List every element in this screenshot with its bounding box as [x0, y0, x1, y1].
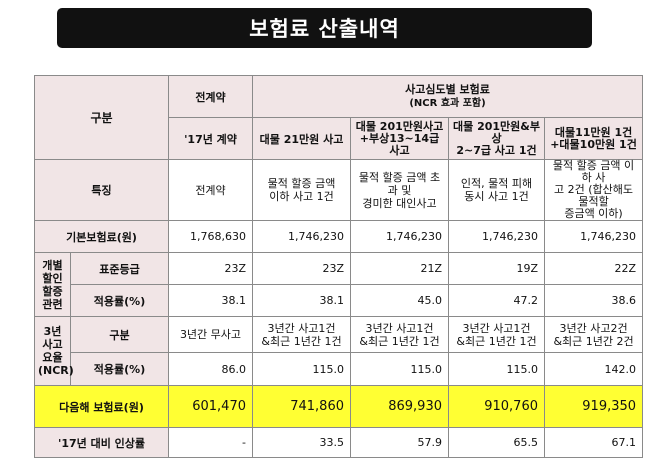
ncr-category-cell: 3년간 사고1건 &최근 1년간 1건 — [448, 316, 545, 353]
grade-cell: 23Z — [168, 252, 253, 285]
next-premium-cell: 869,930 — [350, 385, 449, 428]
feature-cell: 인적, 물적 피해 동시 사고 1건 — [448, 159, 545, 221]
title-bar: 보험료 산출내역 — [57, 8, 592, 48]
feature-cell: 전계약 — [168, 159, 253, 221]
ncr-category-cell: 3년간 사고1건 &최근 1년간 1건 — [252, 316, 351, 353]
rate2-cell: 142.0 — [543, 352, 644, 386]
header-prior-contract: 전계약 — [168, 75, 253, 118]
header-prior-year: '17년 계약 — [168, 117, 253, 160]
next-premium-cell: 910,760 — [448, 385, 545, 428]
row-label-base-premium: 기본보험료(원) — [34, 220, 169, 253]
row-label-next-premium: 다음해 보험료(원) — [34, 385, 169, 428]
feature-cell: 물적 할증 금액 이하 사 고 2건 (합산해도 물적할 증금액 이하) — [543, 159, 644, 221]
grade-cell: 19Z — [448, 252, 545, 285]
row-label-increase: '17년 대비 인상률 — [34, 427, 169, 458]
row-label-rate-2: 적용률(%) — [70, 352, 169, 386]
rate2-cell: 115.0 — [350, 352, 449, 386]
ncr-category-cell: 3년간 무사고 — [168, 316, 253, 353]
group-label-individual: 개별 할인 할증 관련 — [34, 252, 71, 317]
header-scenario-2: 대물 201만원사고 +부상13~14급 사고 — [350, 117, 449, 160]
next-premium-cell: 601,470 — [168, 385, 253, 428]
base-premium-cell: 1,746,230 — [543, 220, 644, 253]
next-premium-cell: 919,350 — [543, 385, 644, 428]
page-title: 보험료 산출내역 — [249, 17, 400, 41]
row-label-ncr-category: 구분 — [70, 316, 169, 353]
group-label-ncr: 3년 사고 요율 (NCR) — [34, 316, 74, 386]
base-premium-cell: 1,746,230 — [448, 220, 545, 253]
grade-cell: 22Z — [543, 252, 644, 285]
base-premium-cell: 1,768,630 — [168, 220, 253, 253]
header-category: 구분 — [34, 75, 169, 160]
next-premium-cell: 741,860 — [252, 385, 351, 428]
base-premium-cell: 1,746,230 — [252, 220, 351, 253]
scenario-group-title: 사고심도별 보험료 — [405, 82, 490, 96]
row-label-grade: 표준등급 — [70, 252, 169, 285]
header-scenario-1: 대물 21만원 사고 — [252, 117, 351, 160]
rate2-cell: 115.0 — [252, 352, 351, 386]
scenario-group-sub: (NCR 효과 포함) — [409, 97, 486, 109]
header-scenario-3: 대물 201만원&부상 2~7급 사고 1건 — [448, 117, 545, 160]
row-label-rate-1: 적용률(%) — [70, 284, 169, 317]
feature-cell: 물적 할증 금액 초과 및 경미한 대인사고 — [350, 159, 449, 221]
grade-cell: 23Z — [252, 252, 351, 285]
rate1-cell: 38.6 — [543, 284, 644, 317]
rate1-cell: 45.0 — [350, 284, 449, 317]
header-scenario-group: 사고심도별 보험료 (NCR 효과 포함) — [251, 75, 644, 118]
ncr-category-cell: 3년간 사고2건 &최근 1년간 2건 — [543, 316, 644, 353]
rate1-cell: 47.2 — [448, 284, 545, 317]
premium-table: 구분 전계약 사고심도별 보험료 (NCR 효과 포함) '17년 계약 대물 … — [34, 75, 644, 458]
base-premium-cell: 1,746,230 — [350, 220, 449, 253]
header-scenario-4: 대물11만원 1건 +대물10만원 1건 — [543, 117, 644, 160]
increase-cell: 33.5 — [252, 427, 351, 458]
rate2-cell: 115.0 — [448, 352, 545, 386]
increase-cell: - — [168, 427, 253, 458]
rate2-cell: 86.0 — [168, 352, 253, 386]
feature-cell: 물적 할증 금액 이하 사고 1건 — [252, 159, 351, 221]
grade-cell: 21Z — [350, 252, 449, 285]
row-label-feature: 특징 — [34, 159, 169, 221]
increase-cell: 65.5 — [448, 427, 545, 458]
increase-cell: 57.9 — [350, 427, 449, 458]
rate1-cell: 38.1 — [168, 284, 253, 317]
rate1-cell: 38.1 — [252, 284, 351, 317]
increase-cell: 67.1 — [543, 427, 644, 458]
ncr-category-cell: 3년간 사고1건 &최근 1년간 1건 — [350, 316, 449, 353]
